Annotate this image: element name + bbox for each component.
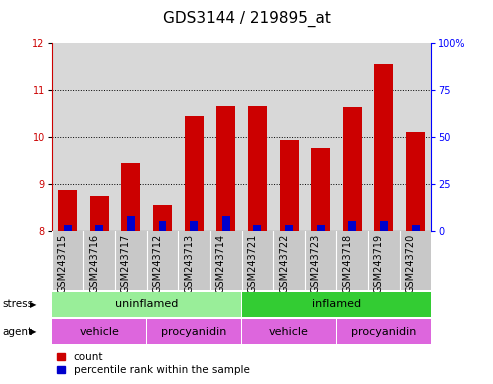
Bar [52, 319, 146, 344]
Bar [190, 222, 198, 231]
Text: ▶: ▶ [30, 300, 37, 309]
Bar [216, 106, 235, 231]
Bar [242, 292, 431, 316]
Bar [52, 292, 241, 316]
Bar [375, 64, 393, 231]
Bar [90, 196, 108, 231]
Bar [285, 225, 293, 231]
Bar [337, 319, 431, 344]
Text: GSM243719: GSM243719 [374, 234, 384, 293]
Text: procyanidin: procyanidin [161, 327, 227, 337]
Text: stress: stress [2, 299, 34, 309]
Bar [95, 225, 103, 231]
Bar [349, 222, 356, 231]
Bar [127, 216, 135, 231]
Text: procyanidin: procyanidin [351, 327, 417, 337]
Bar [412, 225, 420, 231]
Text: vehicle: vehicle [269, 327, 309, 337]
Text: GSM243720: GSM243720 [406, 234, 416, 293]
Text: GSM243723: GSM243723 [311, 234, 320, 293]
Bar [248, 106, 267, 231]
Text: GSM243717: GSM243717 [121, 234, 131, 293]
Text: uninflamed: uninflamed [115, 299, 178, 309]
Bar [242, 319, 336, 344]
Bar [153, 205, 172, 231]
Bar [343, 107, 362, 231]
Text: vehicle: vehicle [79, 327, 119, 337]
Bar [253, 225, 261, 231]
Bar [380, 222, 388, 231]
Text: GSM243712: GSM243712 [152, 234, 163, 293]
Bar [317, 225, 324, 231]
Text: GSM243718: GSM243718 [342, 234, 352, 293]
Text: ▶: ▶ [30, 327, 37, 336]
Bar [64, 225, 71, 231]
Text: GSM243713: GSM243713 [184, 234, 194, 293]
Bar [121, 162, 141, 231]
Bar [184, 116, 204, 231]
Bar [159, 222, 167, 231]
Bar [280, 140, 299, 231]
Text: agent: agent [2, 327, 33, 337]
Bar [311, 149, 330, 231]
Text: GSM243716: GSM243716 [89, 234, 99, 293]
Bar [58, 190, 77, 231]
Text: GSM243715: GSM243715 [58, 234, 68, 293]
Text: inflamed: inflamed [312, 299, 361, 309]
Text: GSM243714: GSM243714 [216, 234, 226, 293]
Bar [147, 319, 241, 344]
Text: GSM243721: GSM243721 [247, 234, 257, 293]
Text: GDS3144 / 219895_at: GDS3144 / 219895_at [163, 11, 330, 27]
Bar [406, 132, 425, 231]
Legend: count, percentile rank within the sample: count, percentile rank within the sample [57, 352, 249, 375]
Text: GSM243722: GSM243722 [279, 234, 289, 293]
Bar [222, 216, 230, 231]
